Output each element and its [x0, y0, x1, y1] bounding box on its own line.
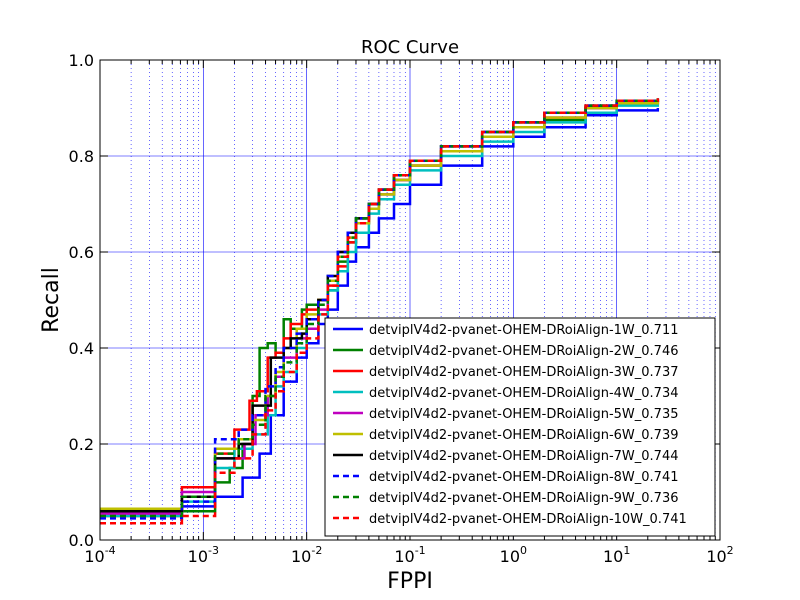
- x-tick-label: 101: [603, 544, 630, 566]
- x-tick-label: 10-3: [188, 544, 219, 566]
- chart-title: ROC Curve: [361, 37, 459, 58]
- legend-label: detviplV4d2-pvanet-OHEM-DRoiAlign-2W_0.7…: [369, 344, 679, 359]
- legend-label: detviplV4d2-pvanet-OHEM-DRoiAlign-4W_0.7…: [369, 386, 679, 401]
- y-tick-label: 0.4: [69, 339, 94, 358]
- legend-box: [324, 317, 716, 537]
- legend-label: detviplV4d2-pvanet-OHEM-DRoiAlign-7W_0.7…: [369, 449, 679, 464]
- series-line: [100, 98, 660, 525]
- curves: [100, 98, 660, 525]
- y-tick-label: 0.6: [69, 243, 94, 262]
- y-tick-label: 0.2: [69, 435, 94, 454]
- legend-label: detviplV4d2-pvanet-OHEM-DRoiAlign-1W_0.7…: [369, 323, 679, 338]
- legend-label: detviplV4d2-pvanet-OHEM-DRoiAlign-6W_0.7…: [369, 428, 679, 443]
- x-tick-label: 10-2: [291, 544, 322, 566]
- legend-label: detviplV4d2-pvanet-OHEM-DRoiAlign-9W_0.7…: [369, 491, 679, 506]
- x-tick-label: 10-4: [84, 544, 115, 566]
- y-axis-label: Recall: [39, 267, 64, 333]
- x-tick-label: 100: [500, 544, 527, 566]
- x-tick-label: 10-1: [394, 544, 425, 566]
- y-tick-label: 1.0: [69, 51, 94, 70]
- x-tick-label: 102: [706, 544, 733, 566]
- legend-label: detviplV4d2-pvanet-OHEM-DRoiAlign-10W_0.…: [369, 512, 687, 527]
- legend-label: detviplV4d2-pvanet-OHEM-DRoiAlign-8W_0.7…: [369, 470, 679, 485]
- y-axis-ticks: 0.0 0.2 0.4 0.6 0.8 1.0: [69, 51, 720, 550]
- y-tick-label: 0.0: [69, 531, 94, 550]
- legend: detviplV4d2-pvanet-OHEM-DRoiAlign-1W_0.7…: [324, 317, 716, 537]
- legend-label: detviplV4d2-pvanet-OHEM-DRoiAlign-3W_0.7…: [369, 365, 679, 380]
- x-axis-label: FPPI: [387, 569, 433, 594]
- legend-label: detviplV4d2-pvanet-OHEM-DRoiAlign-5W_0.7…: [369, 407, 679, 422]
- x-axis-ticks: 10-4 10-3 10-2 10-1 100 101 102: [84, 60, 734, 566]
- y-tick-label: 0.8: [69, 147, 94, 166]
